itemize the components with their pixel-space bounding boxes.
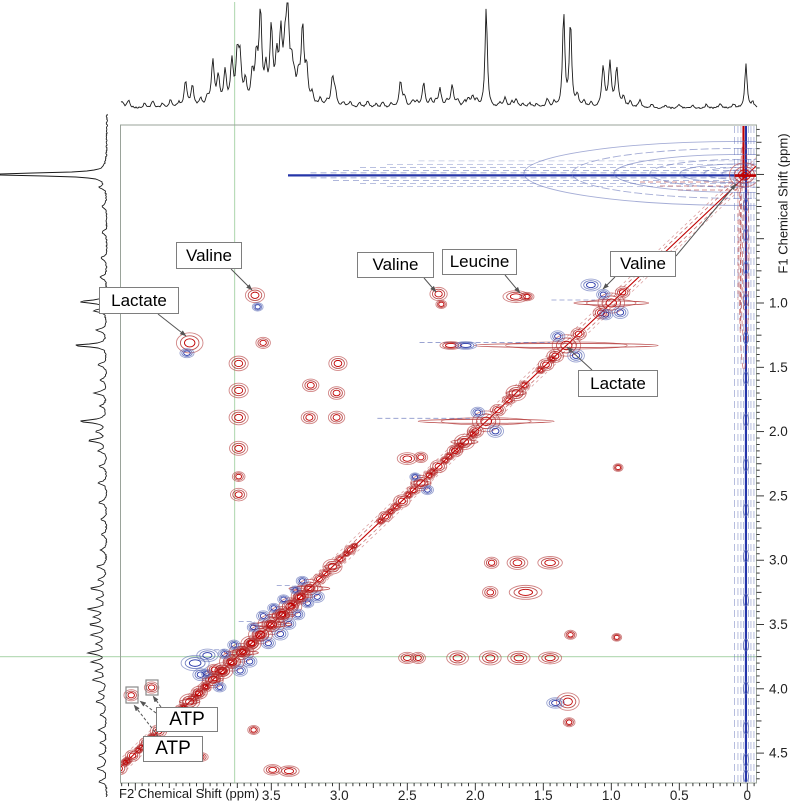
annotation-valine-1: Valine <box>176 242 242 269</box>
svg-text:1.0: 1.0 <box>769 296 788 311</box>
svg-text:3.5: 3.5 <box>262 788 281 803</box>
svg-text:1.5: 1.5 <box>769 360 788 375</box>
svg-text:2.0: 2.0 <box>769 424 788 439</box>
annotation-valine-3: Valine <box>610 251 676 277</box>
svg-text:1.5: 1.5 <box>534 788 553 803</box>
annotation-leucine: Leucine <box>442 249 517 275</box>
svg-text:0.5: 0.5 <box>670 788 689 803</box>
annotation-atp-1: ATP <box>156 707 218 732</box>
svg-text:3.0: 3.0 <box>330 788 349 803</box>
svg-text:3.5: 3.5 <box>769 617 788 632</box>
svg-text:2.0: 2.0 <box>466 788 485 803</box>
annotation-lactate-2: Lactate <box>578 370 658 397</box>
f1-axis-title: F1 Chemical Shift (ppm) <box>775 133 791 274</box>
svg-text:4.5: 4.5 <box>769 746 788 761</box>
svg-text:2.5: 2.5 <box>769 488 788 503</box>
annotation-valine-2: Valine <box>357 252 434 278</box>
svg-text:2.5: 2.5 <box>398 788 417 803</box>
f2-axis-title: F2 Chemical Shift (ppm) <box>119 786 260 801</box>
svg-text:3.0: 3.0 <box>769 553 788 568</box>
annotation-atp-2: ATP <box>143 736 203 762</box>
svg-text:4.0: 4.0 <box>769 681 788 696</box>
svg-text:1.0: 1.0 <box>602 788 621 803</box>
annotation-lactate-1: Lactate <box>99 287 179 314</box>
svg-text:0: 0 <box>744 788 752 803</box>
